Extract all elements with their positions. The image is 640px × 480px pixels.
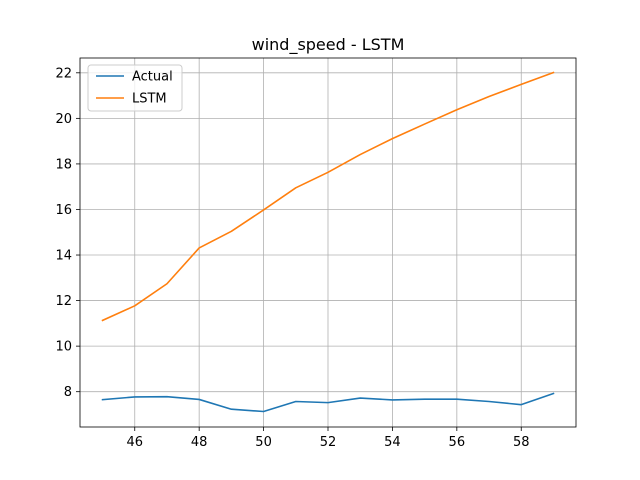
legend: Actual LSTM [87,64,183,112]
legend-label: LSTM [132,92,167,107]
y-tick-label: 8 [64,385,72,400]
x-tick-label: 52 [320,435,337,450]
grid-layer [80,58,576,427]
series-line-actual [101,392,555,413]
x-tick-label: 48 [191,435,208,450]
y-tick-label: 10 [55,340,72,355]
x-tick-label: 54 [384,435,401,450]
series-lines [101,71,555,413]
y-tick-label: 22 [55,66,72,81]
y-tick-label: 16 [55,203,72,218]
x-tick-label: 50 [255,435,272,450]
y-tick-label: 12 [55,294,72,309]
y-tick-label: 18 [55,157,72,172]
x-tick-label: 46 [126,435,143,450]
y-tick-label: 20 [55,112,72,127]
x-tick-label: 58 [513,435,530,450]
axis-ticks: 46 48 50 52 54 56 58 8 10 12 14 16 18 20 22 [55,66,529,450]
legend-label: Actual [132,70,173,85]
x-tick-label: 56 [449,435,466,450]
series-line-lstm [101,71,555,322]
chart-title: wind_speed - LSTM [252,35,405,55]
y-tick-label: 14 [55,249,72,264]
